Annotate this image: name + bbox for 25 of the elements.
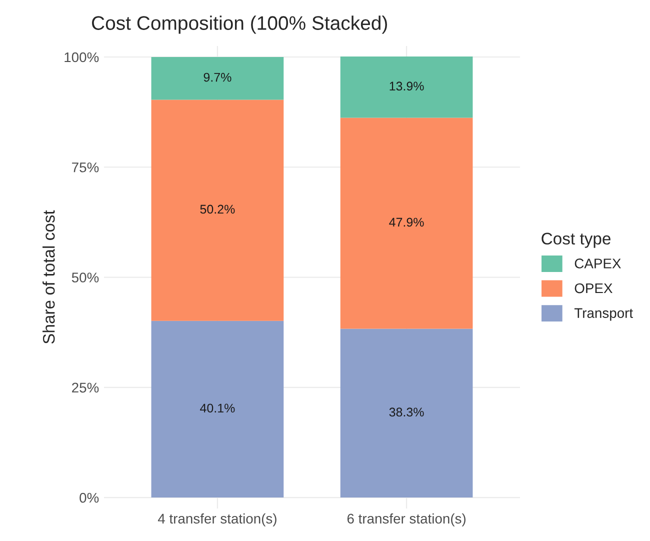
y-tick-label: 0% [80, 492, 99, 503]
y-axis-title: Share of total cost [42, 210, 55, 344]
y-tick-label: 25% [72, 382, 99, 393]
legend-title: Cost type [542, 232, 610, 248]
bar [151, 100, 284, 321]
y-tick-label: 50% [72, 272, 99, 282]
data-label: 9.7% [204, 72, 232, 82]
data-label: 47.9% [389, 218, 424, 227]
bar [340, 328, 473, 498]
legend-label: Transport [574, 308, 633, 321]
bar [340, 118, 473, 329]
data-label: 50.2% [200, 204, 235, 214]
legend-label: OPEX [574, 283, 612, 294]
data-label: 13.9% [390, 82, 424, 91]
y-tick-label: 75% [72, 162, 99, 172]
bar [340, 56, 473, 118]
data-label: 40.1% [200, 404, 235, 413]
bar [151, 320, 284, 498]
x-tick-label: 4 transfer station(s) [158, 513, 276, 526]
data-label: 38.3% [389, 408, 424, 417]
legend-label: CAPEX [574, 258, 621, 268]
y-tick-label: 100% [64, 52, 99, 62]
bar [151, 57, 284, 100]
x-tick-label: 6 transfer station(s) [347, 513, 466, 526]
chart-title: Cost Composition (100% Stacked) [92, 16, 387, 34]
